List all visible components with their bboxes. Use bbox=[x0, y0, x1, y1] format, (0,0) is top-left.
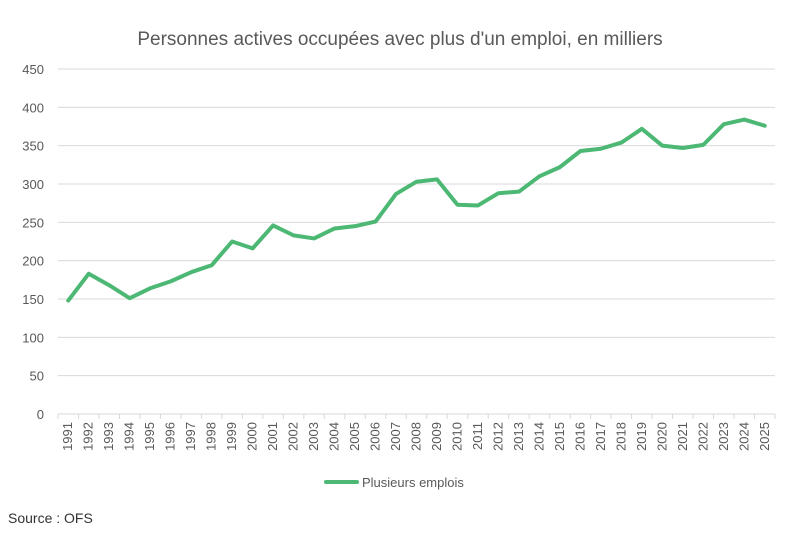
x-tick-label: 2002 bbox=[286, 422, 301, 451]
x-tick-label: 1999 bbox=[224, 422, 239, 451]
x-tick-label: 2014 bbox=[531, 422, 546, 451]
y-tick-label: 300 bbox=[22, 177, 44, 192]
y-tick-label: 150 bbox=[22, 292, 44, 307]
x-tick-label: 2013 bbox=[511, 422, 526, 451]
y-tick-label: 250 bbox=[22, 215, 44, 230]
y-axis-ticks: 0 50 100 150 200 250 300 350 400 450 bbox=[22, 62, 44, 422]
x-tick-label: 2018 bbox=[613, 422, 628, 451]
y-tick-label: 50 bbox=[30, 369, 44, 384]
x-tick-label: 2015 bbox=[552, 422, 567, 451]
x-tick-label: 1994 bbox=[122, 422, 137, 451]
x-tick-label: 1997 bbox=[183, 422, 198, 451]
y-tick-label: 100 bbox=[22, 330, 44, 345]
x-tick-label: 2022 bbox=[695, 422, 710, 451]
x-tick-label: 2016 bbox=[572, 422, 587, 451]
x-tick-label: 1996 bbox=[163, 422, 178, 451]
x-tick-label: 2012 bbox=[490, 422, 505, 451]
x-tick-label: 1998 bbox=[204, 422, 219, 451]
chart-title: Personnes actives occupées avec plus d'u… bbox=[137, 29, 662, 50]
x-tick-label: 1995 bbox=[142, 422, 157, 451]
x-tick-label: 1992 bbox=[81, 422, 96, 451]
x-tick-label: 2025 bbox=[757, 422, 772, 451]
x-tick-label: 2017 bbox=[593, 422, 608, 451]
x-tick-label: 2004 bbox=[327, 422, 342, 451]
x-tick-label: 2021 bbox=[675, 422, 690, 451]
x-tick-label: 2019 bbox=[634, 422, 649, 451]
x-tick-label: 2000 bbox=[245, 422, 260, 451]
x-tick-label: 1991 bbox=[60, 422, 75, 451]
x-tick-label: 2023 bbox=[716, 422, 731, 451]
x-tick-label: 2024 bbox=[736, 422, 751, 451]
x-tick-label: 2020 bbox=[654, 422, 669, 451]
gridlines bbox=[58, 68, 775, 377]
y-tick-label: 0 bbox=[37, 407, 44, 422]
x-tick-label: 1993 bbox=[101, 422, 116, 451]
series-layer bbox=[66, 117, 767, 303]
x-tick-label: 2001 bbox=[265, 422, 280, 451]
y-tick-label: 200 bbox=[22, 254, 44, 269]
x-tick-label: 2008 bbox=[409, 422, 424, 451]
x-axis-ticks: 1991 1992 1993 1994 1995 1996 1997 1998 1999 2000… bbox=[57, 414, 776, 451]
x-tick-label: 2010 bbox=[449, 422, 464, 451]
x-tick-label: 2006 bbox=[368, 422, 383, 451]
y-tick-label: 450 bbox=[22, 62, 44, 77]
x-tick-label: 2011 bbox=[470, 422, 485, 450]
source-note: Source : OFS bbox=[8, 510, 93, 526]
series-line bbox=[66, 117, 767, 303]
legend: Plusieurs emplois bbox=[324, 475, 464, 490]
y-tick-label: 350 bbox=[22, 139, 44, 154]
x-tick-label: 2007 bbox=[388, 422, 403, 451]
x-tick-label: 2005 bbox=[347, 422, 362, 451]
x-tick-label: 2009 bbox=[429, 422, 444, 451]
legend-label: Plusieurs emplois bbox=[362, 475, 464, 490]
y-tick-label: 400 bbox=[22, 100, 44, 115]
x-tick-label: 2003 bbox=[306, 422, 321, 451]
